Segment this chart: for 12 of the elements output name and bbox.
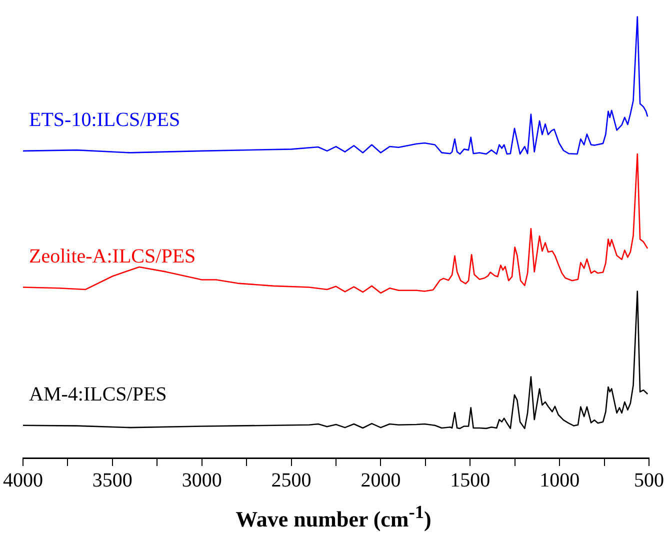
- x-tick-label: 3000: [182, 469, 222, 492]
- x-tick-label: 2500: [271, 469, 312, 492]
- x-tick-label: 4000: [3, 469, 43, 492]
- series-label: Zeolite-A:ILCS/PES: [29, 246, 196, 268]
- x-tick-label: 3500: [92, 469, 132, 492]
- x-tick-label: 2000: [360, 469, 401, 492]
- x-tick-label: 1500: [450, 469, 490, 492]
- x-tick-label: 1000: [540, 469, 580, 492]
- x-axis-title: Wave number (cm$^{-1}$): [234, 502, 432, 532]
- series-label: ETS-10:ILCS/PES: [29, 109, 180, 132]
- x-tick-label: 500: [634, 469, 664, 492]
- series-label: AM-4:ILCS/PES: [29, 384, 167, 406]
